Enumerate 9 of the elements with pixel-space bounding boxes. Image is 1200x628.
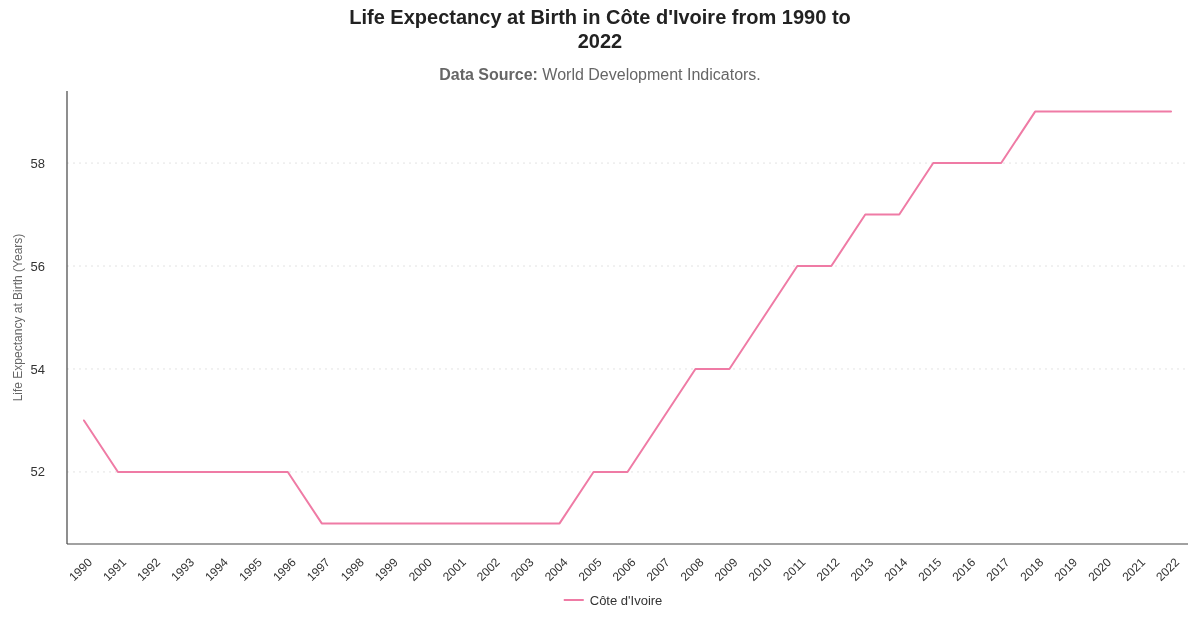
chart-title: Life Expectancy at Birth in Côte d'Ivoire from 1990 to 2022 — [349, 6, 851, 52]
chart-subtitle: Data Source: World Development Indicators. — [439, 66, 761, 83]
y-tick-label: 56 — [30, 258, 45, 274]
legend-label: Côte d'Ivoire — [589, 592, 663, 608]
y-axis-title: Life Expectancy at Birth (Years) — [11, 233, 25, 402]
y-tick-label: 54 — [30, 361, 45, 377]
y-tick-label: 52 — [30, 464, 45, 480]
line-series — [82, 110, 1173, 525]
y-tick-label: 58 — [30, 155, 45, 171]
